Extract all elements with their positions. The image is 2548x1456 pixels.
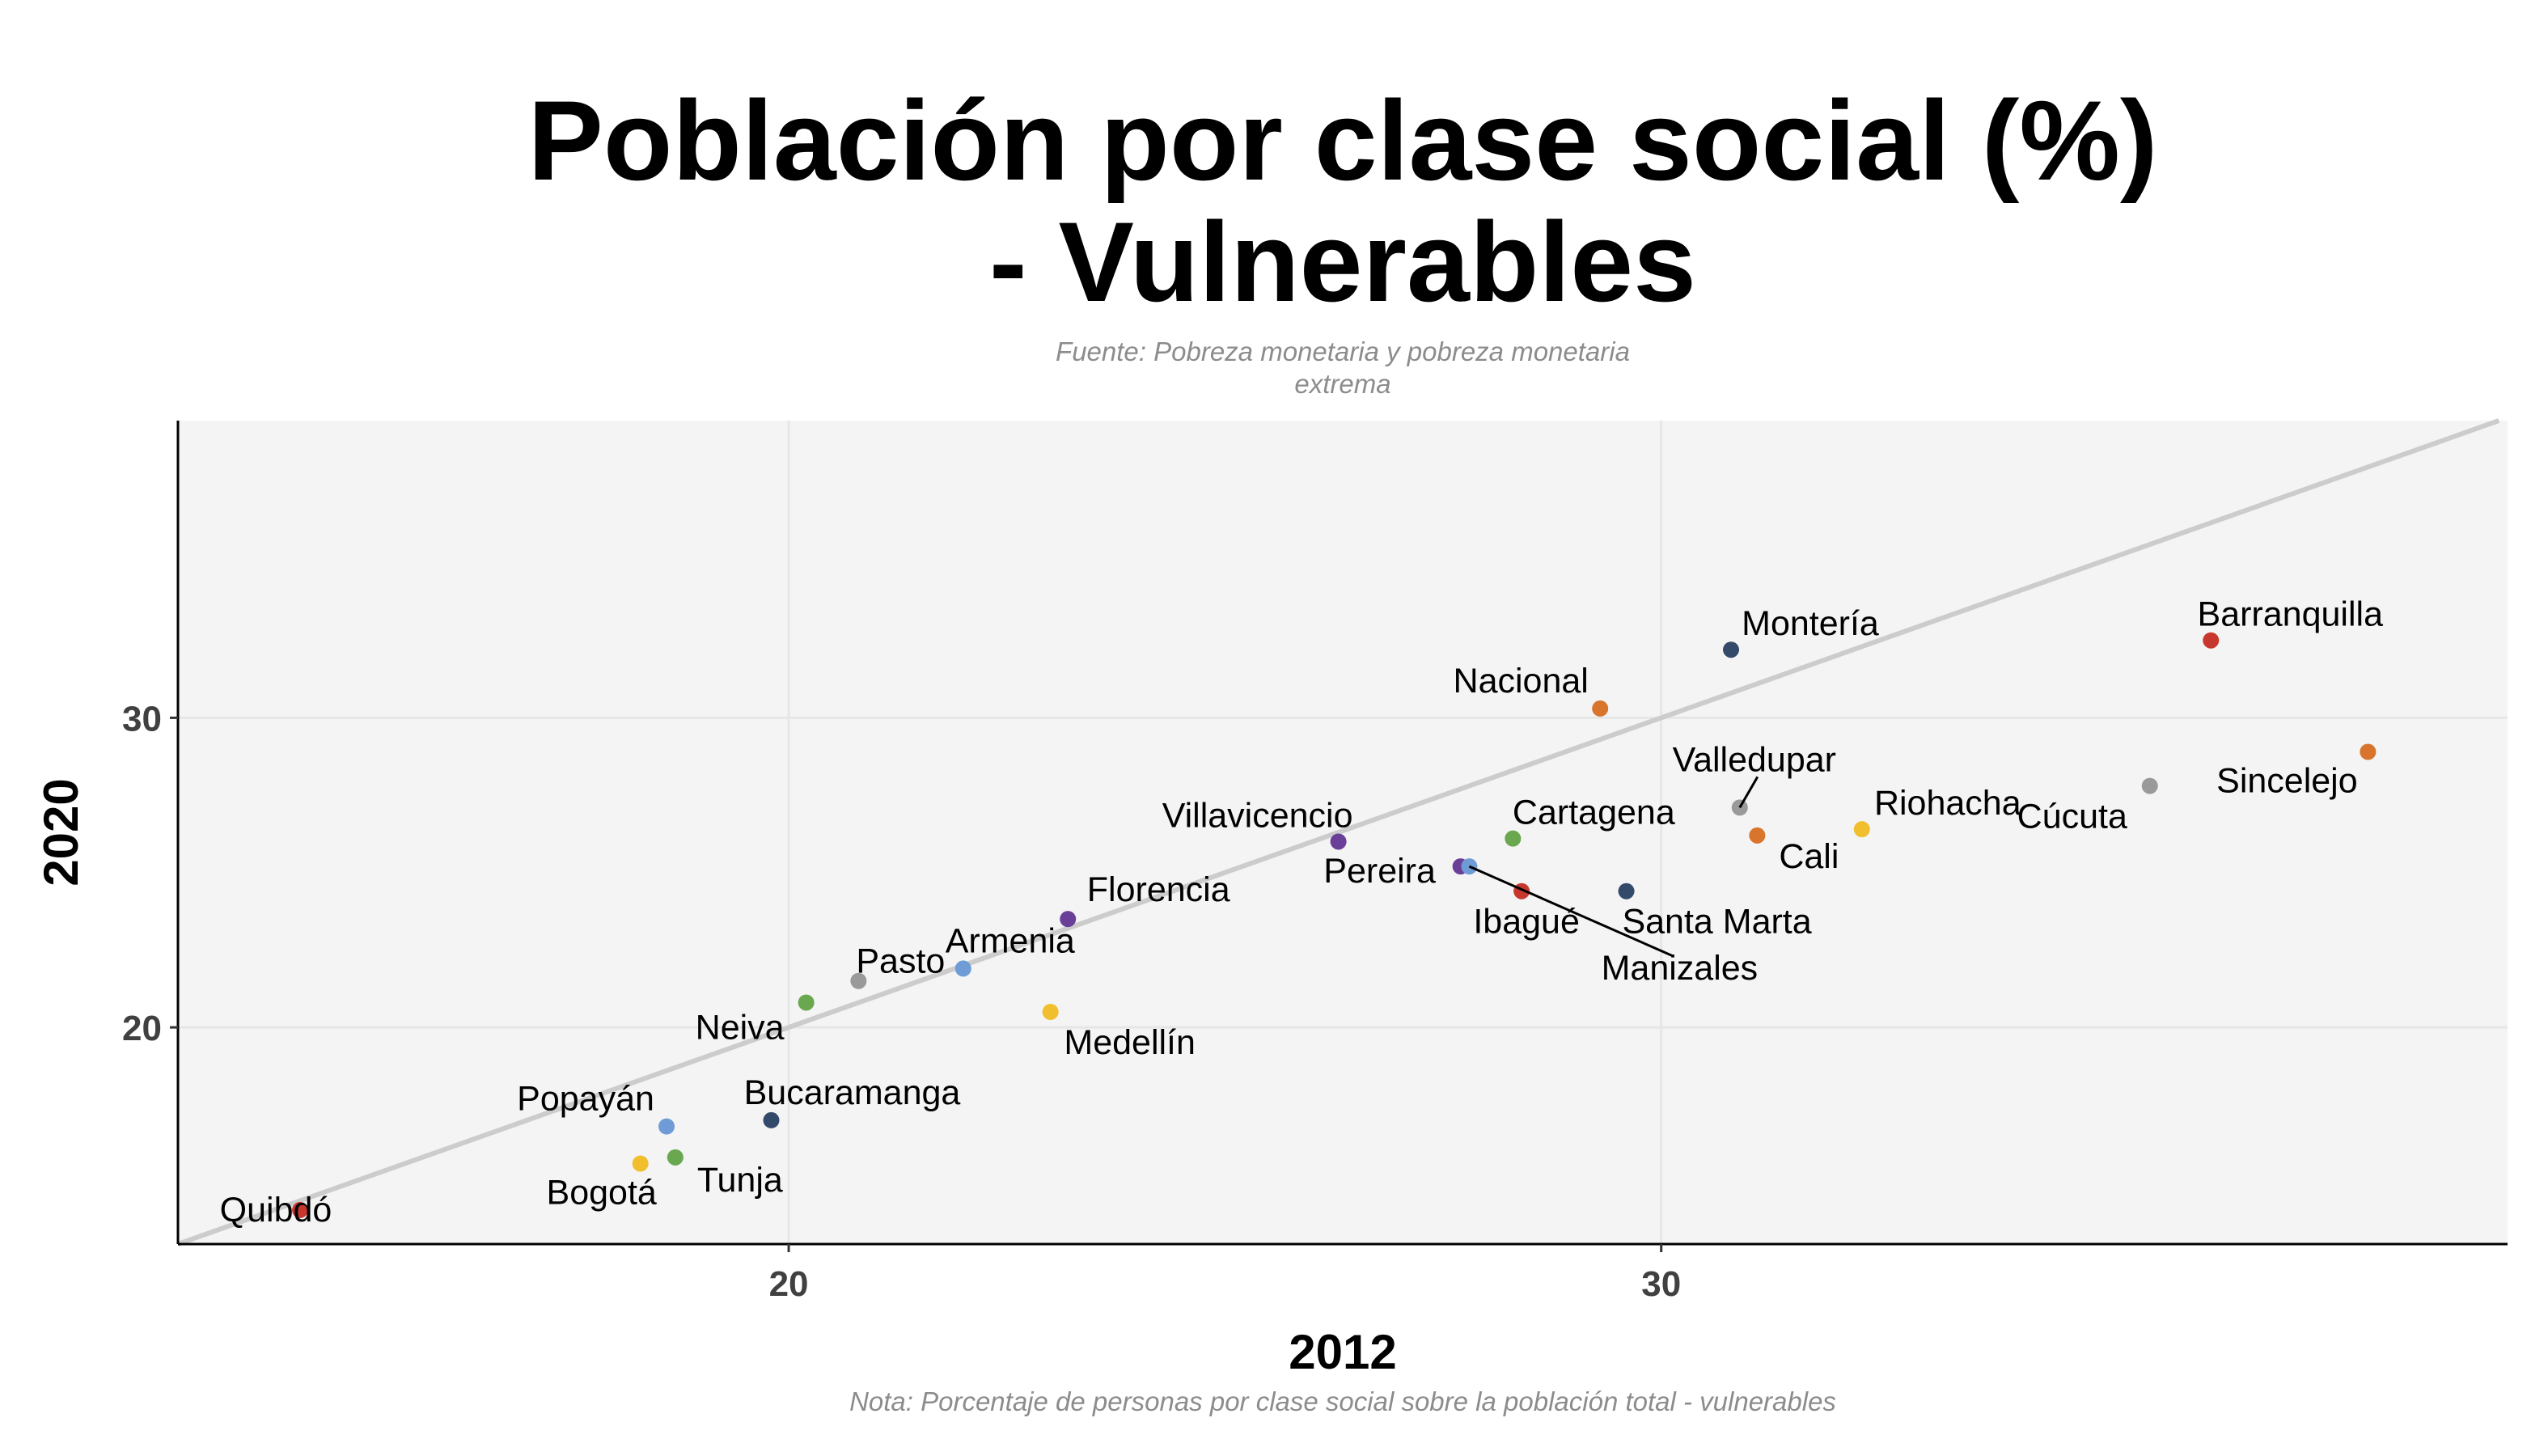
point-label-pasto: Pasto (856, 942, 945, 981)
point-popayan (658, 1118, 675, 1135)
point-label-cartagena: Cartagena (1513, 794, 1675, 832)
point-label-neiva: Neiva (696, 1008, 785, 1047)
point-villavicencio (1330, 833, 1347, 850)
point-riohacha (1853, 821, 1870, 838)
point-label-cucuta: Cúcuta (2017, 798, 2127, 836)
point-florencia (1060, 911, 1077, 928)
point-label-sincelejo: Sincelejo (2216, 761, 2358, 800)
leader-line-valledupar (1738, 776, 1759, 809)
point-label-nacional: Nacional (1454, 662, 1589, 700)
point-bogota (632, 1155, 649, 1172)
point-label-monteria: Montería (1742, 604, 1879, 643)
point-barranquilla (2203, 632, 2220, 649)
point-label-pereira: Pereira (1323, 852, 1436, 891)
point-cali (1749, 827, 1766, 844)
point-armenia (954, 960, 971, 977)
point-quibdo (292, 1201, 309, 1218)
y-tick-label: 20 (122, 1009, 162, 1048)
point-pasto (850, 972, 867, 989)
reference-diagonal-line (176, 418, 2500, 1246)
point-label-armenia: Armenia (946, 921, 1075, 960)
point-label-tunja: Tunja (697, 1161, 783, 1200)
point-labels: Quibdó Bogotá Tunja Popayán Bucaramanga Neiva… (220, 595, 2383, 1230)
grid-lines (178, 421, 2508, 1244)
point-label-popayan: Popayán (517, 1080, 654, 1119)
chart-caption: Nota: Porcentaje de personas por clase s… (849, 1386, 1836, 1416)
point-monteria (1723, 641, 1739, 658)
axis-ticks: 20 30 20 30 (122, 699, 1681, 1304)
point-label-medellin: Medellín (1064, 1023, 1196, 1062)
point-label-ibague: Ibagué (1473, 903, 1580, 942)
data-points (292, 632, 2377, 1218)
point-label-cali: Cali (1779, 837, 1839, 876)
point-label-santa-marta: Santa Marta (1622, 903, 1811, 942)
point-cucuta (2141, 777, 2158, 794)
point-label-riohacha: Riohacha (1874, 784, 2021, 823)
chart-subtitle-line-1: Fuente: Pobreza monetaria y pobreza mone… (1056, 336, 1630, 366)
point-cartagena (1505, 830, 1522, 847)
point-label-manizales: Manizales (1602, 949, 1759, 988)
point-santa-marta (1618, 882, 1635, 899)
point-neiva (798, 994, 815, 1011)
point-label-villavicencio: Villavicencio (1162, 796, 1353, 835)
y-tick-label: 30 (122, 699, 162, 739)
chart-subtitle-line-2: extrema (1294, 369, 1390, 399)
point-label-quibdo: Quibdó (220, 1191, 332, 1230)
point-medellin (1042, 1003, 1059, 1020)
chart-title-line-2: - Vulnerables (989, 198, 1696, 325)
point-label-barranquilla: Barranquilla (2198, 595, 2384, 634)
point-label-bucaramanga: Bucaramanga (744, 1073, 961, 1112)
point-bucaramanga (763, 1111, 780, 1128)
x-tick-label: 20 (769, 1264, 809, 1304)
x-axis-title: 2012 (1289, 1325, 1396, 1379)
x-tick-label: 30 (1641, 1264, 1681, 1304)
point-label-bogota: Bogotá (547, 1173, 657, 1212)
point-nacional (1592, 700, 1609, 717)
chart-title-line-1: Población por clase social (%) (527, 77, 2157, 204)
leader-line-manizales (1468, 865, 1673, 957)
y-axis-title: 2020 (34, 778, 88, 886)
point-tunja (667, 1149, 684, 1166)
point-label-valledupar: Valledupar (1673, 740, 1836, 779)
point-sincelejo (2360, 743, 2377, 760)
point-label-florencia: Florencia (1087, 870, 1230, 909)
